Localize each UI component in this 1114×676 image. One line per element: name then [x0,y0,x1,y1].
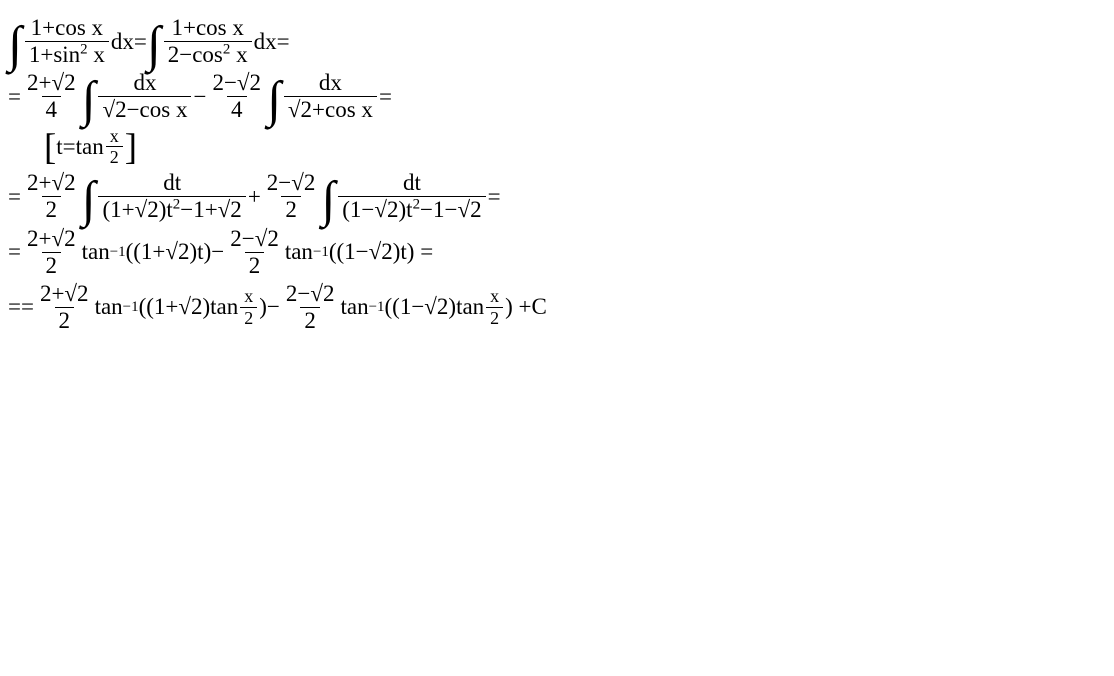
minus-sign: − [193,84,206,110]
fraction: 2−√2 2 [226,227,283,278]
denominator: 4 [227,96,247,122]
denominator: (1−√2)t2−1−√2 [338,196,485,222]
numerator: 1+cos x [27,16,107,41]
minus-sign: − [211,239,224,265]
fraction: 2+√2 2 [36,282,93,333]
numerator: x [486,287,503,307]
equation-line-1: ∫ 1+cos x 1+sin2 x dx= ∫ 1+cos x 2−cos2 … [8,16,1106,67]
numerator: 2+√2 [23,227,80,252]
paren-group: ((1+√2)tan x 2 ) [139,287,267,328]
denominator: 2 [42,252,62,278]
denominator: 4 [42,96,62,122]
text-segment: dx= [111,29,147,55]
fraction: 2+√2 2 [23,227,80,278]
fraction: 1+cos x 1+sin2 x [25,16,109,67]
numerator: 2+√2 [23,171,80,196]
numerator: dt [399,171,425,196]
equals-sign: = [8,239,21,265]
fraction: 2+√2 4 [23,71,80,122]
fraction: 2+√2 2 [23,171,80,222]
fraction: 1+cos x 2−cos2 x [164,16,252,67]
minus-sign: − [267,294,280,320]
numerator: x [106,127,123,147]
substitution-body: t=tan x 2 [56,127,124,168]
denominator: 2 [486,307,503,328]
equation-line-3-substitution: [ t=tan x 2 ] [44,127,1106,168]
text-segment: = [488,184,501,210]
numerator: 2−√2 [263,171,320,196]
numerator: dx [315,71,346,96]
denominator: (1+√2)t2−1+√2 [98,196,245,222]
denominator: √2+cos x [284,96,377,122]
numerator: dt [159,171,185,196]
fraction: x 2 [486,287,503,328]
numerator: 2+√2 [36,282,93,307]
denominator: 1+sin2 x [25,41,109,67]
text-segment: = [379,84,392,110]
numerator: 2−√2 [282,282,339,307]
denominator: 2 [240,307,257,328]
text-segment: dx= [254,29,290,55]
fraction: dt (1+√2)t2−1+√2 [98,171,245,222]
fraction: dx √2−cos x [98,71,191,122]
equation-line-4: = 2+√2 2 ∫ dt (1+√2)t2−1+√2 + 2−√2 2 ∫ d… [8,171,1106,222]
denominator: 2 [42,196,62,222]
denominator: 2 [281,196,301,222]
fraction: dx √2+cos x [284,71,377,122]
fraction: 2−√2 2 [282,282,339,333]
numerator: x [240,287,257,307]
equals-sign: = [8,84,21,110]
equals-sign: = [8,184,21,210]
denominator: 2 [106,146,123,167]
denominator: 2−cos2 x [164,41,252,67]
numerator: 2−√2 [208,71,265,96]
denominator: 2 [55,307,75,333]
numerator: dx [129,71,160,96]
numerator: 2+√2 [23,71,80,96]
equals-sign: == [8,294,34,320]
fraction: x 2 [240,287,257,328]
numerator: 2−√2 [226,227,283,252]
fraction: 2−√2 2 [263,171,320,222]
paren-group: ((1−√2)tan x 2 ) +C [385,287,547,328]
fraction: x 2 [106,127,123,168]
denominator: √2−cos x [98,96,191,122]
numerator: 1+cos x [167,16,247,41]
fraction: 2−√2 4 [208,71,265,122]
equation-line-5: = 2+√2 2 tan−1 ((1+√2)t) − 2−√2 2 tan−1 … [8,227,1106,278]
equation-line-2: = 2+√2 4 ∫ dx √2−cos x − 2−√2 4 ∫ dx √2+… [8,71,1106,122]
fraction: dt (1−√2)t2−1−√2 [338,171,485,222]
plus-sign: + [248,184,261,210]
denominator: 2 [300,307,320,333]
denominator: 2 [245,252,265,278]
equation-line-6: == 2+√2 2 tan−1 ((1+√2)tan x 2 ) − 2−√2 … [8,282,1106,333]
